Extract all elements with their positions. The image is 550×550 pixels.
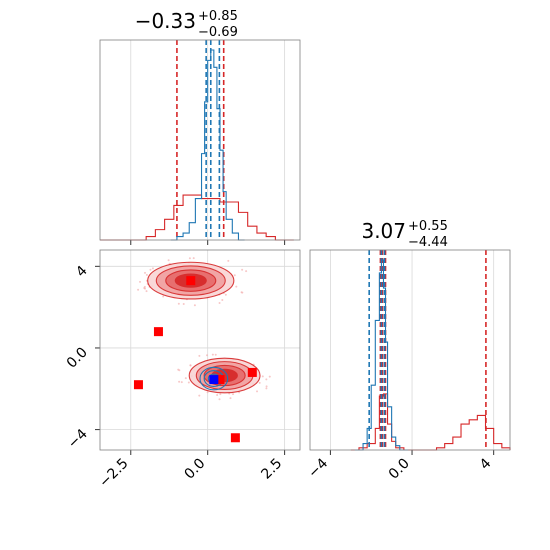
- bottom-left-point-red: [186, 276, 196, 286]
- bottom-left-sample-point: [224, 293, 227, 296]
- bottom-left-sample-point: [233, 274, 236, 277]
- bottom-left-sample-point: [182, 302, 185, 305]
- bottom-left-sample-point: [139, 280, 142, 283]
- top-left-frame: [99, 39, 301, 241]
- bottom-left-sample-point: [232, 393, 235, 396]
- bottom-left-sample-point: [177, 302, 180, 305]
- bottom-left-sample-point: [268, 375, 271, 378]
- bottom-left-sample-point: [216, 394, 219, 397]
- bottom-left-sample-point: [227, 259, 230, 262]
- bottom-left-sample-point: [206, 391, 209, 394]
- bottom-left-sample-point: [167, 259, 170, 262]
- bottom-left-point-red: [153, 327, 163, 337]
- bottom-left-xtick-label: −2.5: [96, 456, 131, 491]
- top-left-title-lower: −0.69: [198, 25, 238, 40]
- bottom-left-sample-point: [187, 381, 190, 384]
- bottom-left-sample-point: [206, 354, 209, 357]
- bottom-left-sample-point: [198, 354, 201, 357]
- data-layer: [100, 40, 511, 451]
- bottom-left-point-red: [247, 367, 257, 377]
- bottom-left-sample-point: [235, 285, 238, 288]
- bottom-left-frame: [99, 249, 301, 451]
- frame-layer: [95, 39, 511, 455]
- bottom-right-title-value: 3.07: [361, 219, 406, 243]
- bottom-left-point-red: [215, 375, 225, 385]
- bottom-left-point-red: [230, 433, 240, 443]
- bottom-left-sample-point: [245, 270, 248, 273]
- bottom-left-ytick-label: 0.0: [64, 344, 91, 371]
- bottom-left-sample-point: [145, 273, 148, 276]
- bottom-left-sample-point: [214, 353, 217, 356]
- bottom-left-sample-point: [151, 267, 154, 270]
- bottom-left-sample-point: [265, 378, 268, 381]
- top-left-hist-series-0: [100, 194, 294, 241]
- bottom-left-sample-point: [178, 380, 181, 383]
- bottom-right-xtick-label: 4: [477, 455, 495, 473]
- bottom-left-sample-point: [149, 268, 152, 271]
- bottom-left-point-blue: [209, 375, 219, 385]
- bottom-left-sample-point: [143, 287, 146, 290]
- bottom-left-sample-point: [184, 377, 187, 380]
- bottom-left-point-red: [133, 380, 143, 390]
- bottom-left-sample-point: [265, 387, 268, 390]
- bottom-left-sample-point: [241, 268, 244, 271]
- bottom-right-frame: [309, 249, 511, 451]
- top-left-title-value: −0.33: [135, 9, 196, 33]
- bottom-right-xtick-label: −4: [305, 455, 331, 481]
- bottom-left-sample-point: [144, 271, 147, 274]
- bottom-right-hist-series-1: [354, 259, 408, 451]
- bottom-left-density-contour-2: [199, 366, 229, 391]
- top-left-title-upper: +0.85: [198, 9, 238, 24]
- bottom-left-ytick-label: 4: [73, 263, 91, 281]
- bottom-left-sample-point: [219, 393, 222, 396]
- bottom-left-sample-point: [177, 368, 180, 371]
- bottom-left-sample-point: [261, 375, 264, 378]
- bottom-left-sample-point: [256, 390, 259, 393]
- bottom-left-sample-point: [198, 394, 201, 397]
- bottom-left-sample-point: [221, 299, 224, 302]
- bottom-left-sample-point: [211, 353, 214, 356]
- bottom-left-sample-point: [137, 288, 140, 291]
- bottom-left-sample-point: [188, 257, 191, 260]
- bottom-left-xtick-label: 2.5: [258, 456, 285, 483]
- bottom-left-sample-point: [162, 295, 165, 298]
- bottom-left-ytick-label: −4: [65, 426, 91, 452]
- bottom-right-title-lower: −4.44: [408, 235, 448, 250]
- bottom-left-sample-point: [180, 381, 183, 384]
- bottom-right-title-upper: +0.55: [408, 219, 448, 234]
- bottom-left-sample-point: [189, 364, 192, 367]
- bottom-left-sample-point: [218, 398, 221, 401]
- top-left-hist-series-1: [170, 49, 245, 241]
- bottom-left-sample-point: [258, 381, 261, 384]
- bottom-left-sample-point: [229, 397, 232, 400]
- bottom-left-sample-point: [145, 290, 148, 293]
- bottom-left-xtick-label: 0.0: [181, 456, 208, 483]
- bottom-left-sample-point: [192, 257, 195, 260]
- bottom-left-sample-point: [265, 385, 268, 388]
- bottom-left-sample-point: [218, 302, 221, 305]
- bottom-left-sample-point: [241, 291, 244, 294]
- bottom-left-sample-point: [143, 285, 146, 288]
- bottom-right-xtick-label: 0.0: [386, 456, 413, 483]
- bottom-left-sample-point: [193, 304, 196, 307]
